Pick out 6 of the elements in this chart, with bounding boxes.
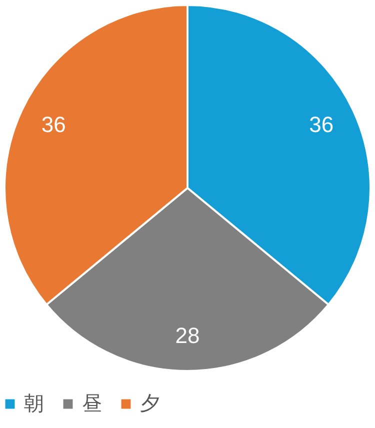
data-label: 36 [41, 112, 66, 137]
legend-label: 夕 [140, 391, 160, 415]
legend-label: 昼 [82, 391, 102, 415]
legend-label: 朝 [24, 391, 44, 415]
data-label: 28 [175, 323, 200, 348]
data-label: 36 [309, 112, 334, 137]
